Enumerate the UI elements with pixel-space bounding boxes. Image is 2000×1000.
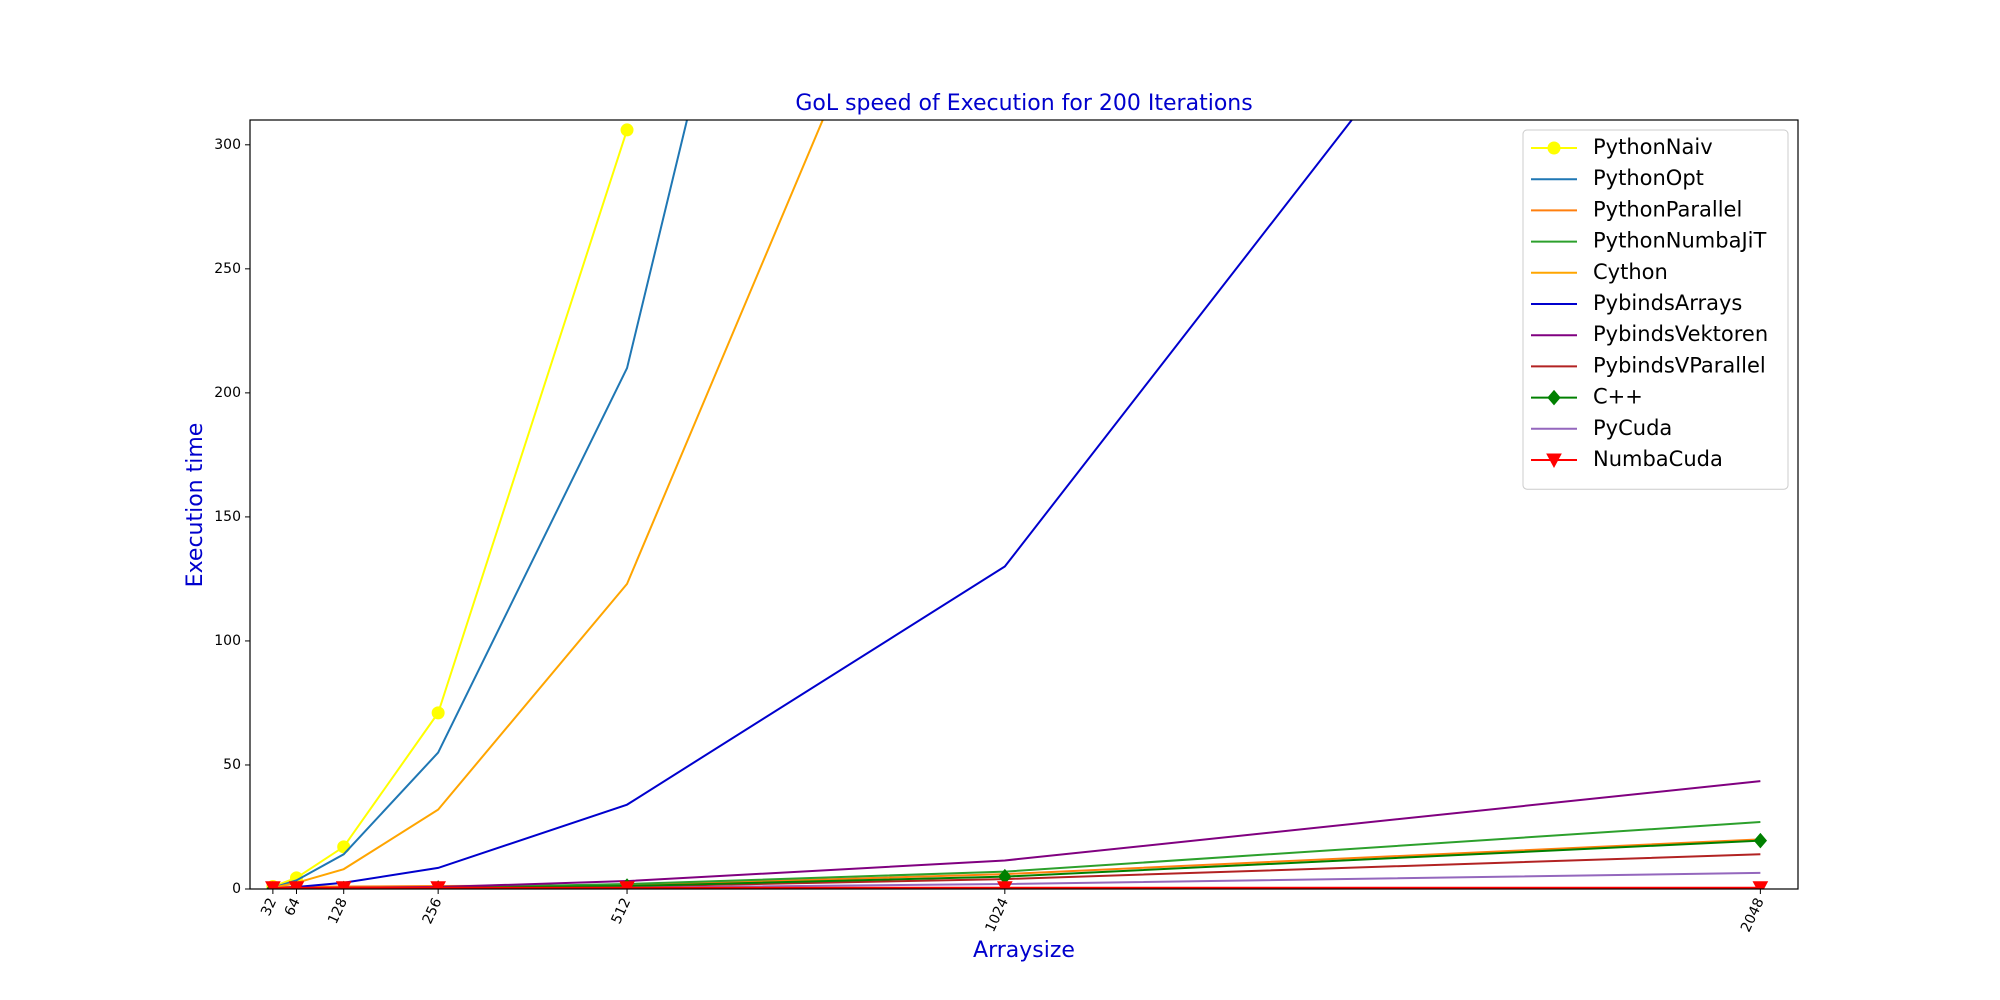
- x-axis-label: Arraysize: [973, 938, 1075, 963]
- y-tick-label: 150: [214, 509, 241, 525]
- marker: [996, 881, 1013, 889]
- y-tick-label: 300: [214, 137, 241, 153]
- series-line: [272, 120, 689, 889]
- marker: [1752, 881, 1769, 889]
- legend-label: PybindsArrays: [1593, 291, 1742, 315]
- y-tick-label: 50: [223, 757, 241, 773]
- legend-label: Cython: [1593, 260, 1668, 284]
- chart-title: GoL speed of Execution for 200 Iteration…: [795, 91, 1252, 116]
- marker: [619, 881, 635, 889]
- x-tick-label: 1024: [983, 896, 1013, 935]
- x-tick-label: 128: [325, 896, 351, 927]
- legend-box: [1522, 129, 1789, 490]
- y-tick-label: 250: [214, 261, 241, 277]
- marker: [430, 881, 446, 889]
- x-tick-label: 32: [258, 896, 280, 919]
- series-line: [272, 129, 628, 888]
- x-tick-label: 64: [282, 896, 304, 919]
- marker: [620, 123, 634, 137]
- y-tick-label: 200: [214, 385, 241, 401]
- marker: [1753, 832, 1768, 849]
- marker: [288, 881, 305, 889]
- x-tick-label: 512: [608, 896, 634, 927]
- x-tick-label: 2048: [1738, 896, 1768, 935]
- marker: [1547, 141, 1561, 155]
- marker: [265, 881, 281, 889]
- legend-label: NumbaCuda: [1593, 447, 1723, 471]
- y-tick-label: 100: [214, 633, 241, 649]
- marker: [335, 881, 352, 889]
- axes-frame: [249, 119, 1799, 890]
- legend-label: PythonNaiv: [1593, 135, 1713, 159]
- legend-label: PyCuda: [1593, 416, 1672, 440]
- legend-label: PythonOpt: [1593, 166, 1704, 190]
- legend-label: PythonParallel: [1593, 197, 1742, 221]
- legend-label: PybindsVParallel: [1593, 353, 1766, 377]
- x-tick-label: 256: [420, 896, 446, 927]
- marker: [1546, 453, 1562, 469]
- legend-label: C++: [1593, 385, 1643, 409]
- y-tick-label: 0: [232, 881, 241, 897]
- marker: [1547, 389, 1561, 406]
- legend-label: PythonNumbaJiT: [1593, 229, 1766, 253]
- y-axis-label: Execution time: [183, 423, 208, 588]
- legend-label: PybindsVektoren: [1593, 322, 1768, 346]
- marker: [431, 706, 445, 720]
